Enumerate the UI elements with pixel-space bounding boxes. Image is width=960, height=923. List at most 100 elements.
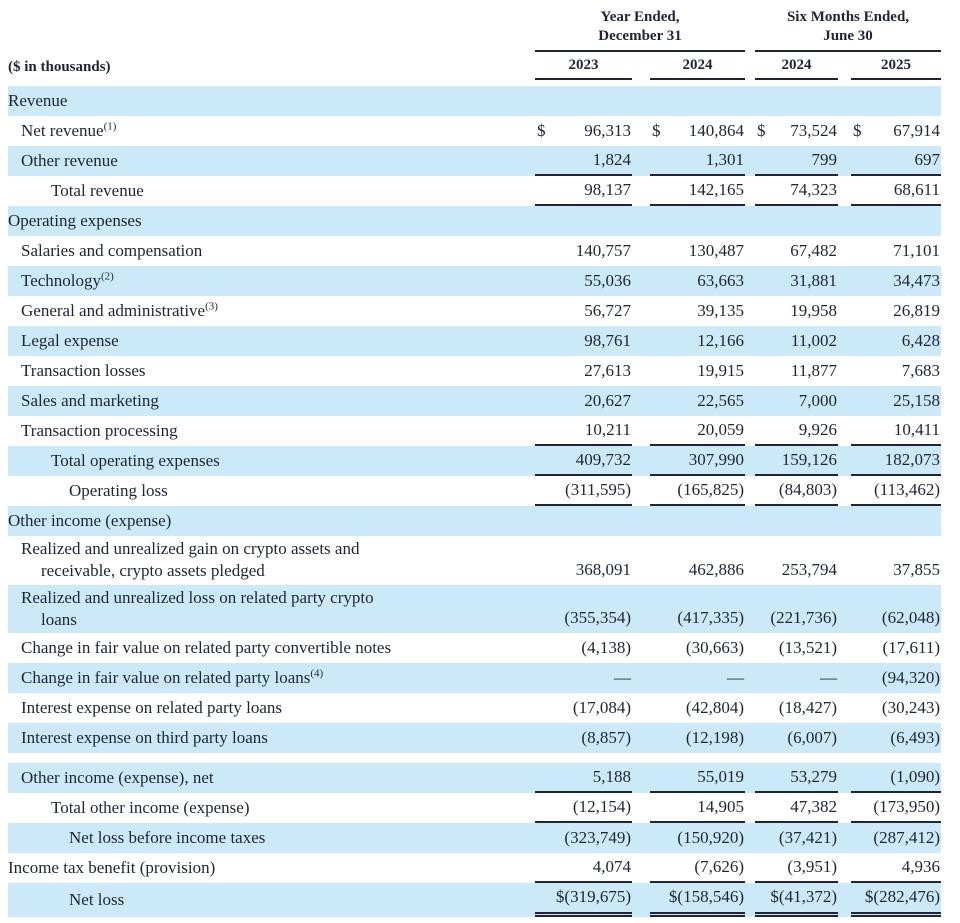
value-cell: 53,279 [755, 763, 838, 793]
value-cell: $(282,476) [851, 883, 941, 917]
row-label: Interest expense on third party loans [21, 727, 268, 747]
value-cell: (30,663) [650, 633, 745, 663]
cell-value: 4,936 [901, 856, 940, 876]
row-label: Operating loss [69, 481, 168, 501]
value-cell: 34,473 [851, 266, 941, 296]
value-cell: 10,411 [851, 416, 941, 447]
row-label: Change in fair value on related party lo… [21, 667, 324, 687]
value-cell: 63,663 [650, 266, 745, 296]
row-label: Other income (expense), net [21, 767, 214, 787]
value-cell: 26,819 [851, 296, 941, 326]
value-cell: 253,794 [755, 536, 838, 584]
value-cell: (113,462) [851, 476, 941, 507]
value-cell: 140,757 [535, 236, 632, 266]
section-label: Operating expenses [8, 211, 142, 231]
cell-value: $(319,675) [555, 887, 631, 907]
value-cell: (13,521) [755, 633, 838, 663]
table-row: Change in fair value on related party co… [8, 632, 941, 663]
cell-value: 53,279 [790, 766, 837, 786]
value-cell: (1,090) [851, 763, 941, 793]
value-cell: 71,101 [851, 236, 941, 266]
value-cell: (355,354) [535, 585, 632, 633]
cell-value: 39,135 [697, 301, 744, 321]
column-group-line1: Year Ended, [600, 9, 680, 25]
cell-value: (113,462) [874, 480, 940, 500]
cell-value: (6,007) [787, 727, 837, 747]
table-row: Sales and marketing 20,627 22,565 7,000 25,1… [8, 386, 941, 417]
value-cell: (8,857) [535, 723, 632, 753]
row-label: Total operating expenses [51, 451, 220, 471]
row-label: Change in fair value on related party co… [21, 637, 392, 657]
value-cell: 11,002 [755, 326, 838, 356]
value-cell: 7,000 [755, 386, 838, 416]
value-cell: (84,803) [755, 476, 838, 507]
row-label: Realized and unrealized gain on crypto a… [21, 539, 360, 581]
value-cell: $140,864 [650, 116, 745, 146]
table-row: Total operating expenses 409,732 307,990 15… [8, 446, 941, 477]
row-label: Legal expense [21, 331, 119, 351]
row-label: General and administrative(3) [21, 300, 218, 321]
value-cell: (417,335) [650, 585, 745, 633]
value-cell: $67,914 [851, 116, 941, 146]
value-cell: 56,727 [535, 296, 632, 326]
value-cell: (221,736) [755, 585, 838, 633]
column-group-year-ended: Year Ended, December 31 [535, 8, 745, 53]
column-group-header-row: Year Ended, December 31 Six Months Ended… [8, 8, 941, 53]
year-header-2023: 2023 [535, 54, 632, 81]
value-cell: (150,920) [650, 823, 745, 853]
value-cell: 55,036 [535, 266, 632, 296]
value-cell: $(158,546) [650, 883, 745, 917]
table-body: Revenue Net revenue(1) $96,313 $140,864 $73,… [8, 86, 941, 917]
cell-value: 182,073 [884, 450, 940, 470]
dollar-sign: $ [757, 121, 766, 141]
cell-value: (13,521) [778, 637, 837, 657]
cell-value: 253,794 [781, 559, 837, 579]
value-cell: 19,958 [755, 296, 838, 326]
dollar-sign: $ [537, 121, 546, 141]
value-cell: 130,487 [650, 236, 745, 266]
cell-value: 47,382 [790, 796, 837, 816]
cell-value: (4,138) [581, 637, 631, 657]
cell-value: 6,428 [901, 331, 940, 351]
table-row: Total other income (expense) (12,154) 14,9… [8, 792, 941, 823]
column-group-six-months: Six Months Ended, June 30 [755, 8, 941, 53]
cell-value: 12,166 [697, 331, 744, 351]
value-cell: 142,165 [650, 176, 745, 207]
value-cell: 462,886 [650, 536, 745, 584]
value-cell: (17,611) [851, 633, 941, 663]
value-cell: (323,749) [535, 823, 632, 853]
table-row: Other revenue 1,824 1,301 799 697 [8, 146, 941, 177]
cell-value: (3,951) [787, 856, 837, 876]
cell-value: (8,857) [581, 727, 631, 747]
cell-value: 63,663 [697, 271, 744, 291]
table-row: Net loss before income taxes (323,749) (15… [8, 822, 941, 853]
row-label: Income tax benefit (provision) [8, 857, 216, 877]
cell-value: (7,626) [694, 856, 744, 876]
value-cell: 7,683 [851, 356, 941, 386]
table-row: Operating loss (311,595) (165,825) (84,803)… [8, 476, 941, 507]
cell-value: (94,320) [881, 667, 940, 687]
value-cell: (3,951) [755, 853, 838, 883]
cell-value: $(41,372) [770, 887, 837, 907]
value-cell: 11,877 [755, 356, 838, 386]
cell-value: 14,905 [697, 796, 744, 816]
value-cell: (42,804) [650, 693, 745, 723]
footnote-ref: (3) [205, 300, 218, 313]
value-cell: (30,243) [851, 693, 941, 723]
row-label: Technology(2) [21, 270, 114, 291]
spacer-row [8, 752, 941, 763]
table-row: Transaction losses 27,613 19,915 11,877 7,68… [8, 356, 941, 387]
row-label: Salaries and compensation [21, 241, 203, 261]
value-cell: 67,482 [755, 236, 838, 266]
value-cell: (311,595) [535, 476, 632, 507]
cell-value: 11,877 [790, 361, 837, 381]
value-cell: (94,320) [851, 663, 941, 693]
value-cell: 39,135 [650, 296, 745, 326]
value-cell: 368,091 [535, 536, 632, 584]
value-cell: 697 [851, 146, 941, 177]
cell-value: 19,915 [697, 361, 744, 381]
cell-value: (417,335) [677, 607, 744, 627]
year-header-2024: 2024 [650, 54, 745, 81]
column-group-line2: June 30 [823, 28, 873, 45]
table-row: Income tax benefit (provision) 4,074 (7,62… [8, 852, 941, 883]
